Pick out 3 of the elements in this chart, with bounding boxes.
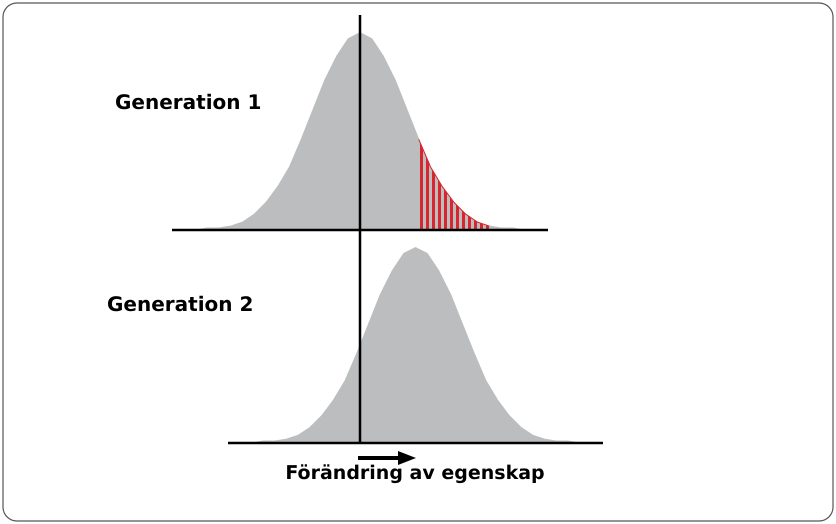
x-axis-title: Förändring av egenskap xyxy=(285,462,545,484)
text: Generation 1 xyxy=(115,90,262,114)
text: Generation 2 xyxy=(107,292,254,316)
